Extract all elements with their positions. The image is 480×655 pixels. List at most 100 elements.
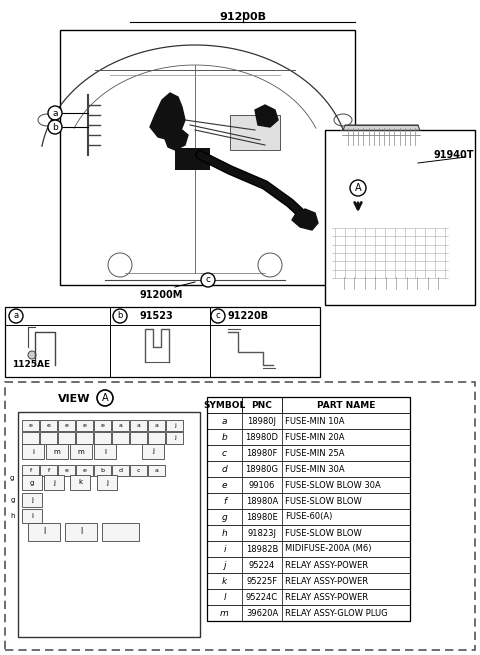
Text: RELAY ASSY-POWER: RELAY ASSY-POWER	[285, 561, 368, 569]
Bar	[94, 420, 111, 431]
Text: 18982B: 18982B	[246, 544, 278, 553]
Bar	[166, 420, 183, 431]
Text: 39620A: 39620A	[246, 608, 278, 618]
Text: j: j	[53, 479, 55, 485]
Bar	[207, 525, 410, 541]
Bar	[130, 420, 147, 431]
Polygon shape	[150, 93, 185, 140]
Bar	[44, 475, 64, 490]
Bar	[148, 432, 165, 444]
Bar	[58, 432, 75, 444]
Text: a: a	[155, 423, 158, 428]
Circle shape	[48, 120, 62, 134]
Text: PNC: PNC	[252, 400, 273, 409]
Text: h: h	[222, 529, 228, 538]
Text: 18980A: 18980A	[246, 496, 278, 506]
Text: FUSE-MIN 25A: FUSE-MIN 25A	[285, 449, 345, 457]
Text: k: k	[78, 479, 83, 485]
Text: A: A	[355, 183, 361, 193]
Text: 95224: 95224	[249, 561, 275, 569]
Polygon shape	[255, 105, 278, 127]
Bar	[207, 541, 410, 557]
Text: e: e	[65, 423, 69, 428]
Bar	[71, 475, 90, 490]
Bar	[76, 432, 93, 444]
Bar	[166, 432, 183, 444]
Text: e: e	[222, 481, 227, 489]
Text: e: e	[83, 423, 86, 428]
Text: c: c	[222, 449, 227, 457]
Text: m: m	[220, 608, 229, 618]
Bar	[102, 523, 139, 541]
Text: g: g	[30, 479, 34, 485]
Bar	[18, 412, 200, 637]
Text: FUSE-SLOW BLOW: FUSE-SLOW BLOW	[285, 496, 362, 506]
Bar	[207, 461, 410, 477]
Bar	[207, 589, 410, 605]
Text: 95224C: 95224C	[246, 593, 278, 601]
Circle shape	[97, 390, 113, 406]
Text: b: b	[117, 312, 123, 320]
Text: 91220B: 91220B	[228, 311, 269, 321]
Text: 91200B: 91200B	[219, 12, 266, 22]
Bar	[207, 397, 410, 621]
Text: a: a	[222, 417, 227, 426]
Bar	[22, 465, 39, 476]
Text: FUSE-SLOW BLOW 30A: FUSE-SLOW BLOW 30A	[285, 481, 381, 489]
Bar	[58, 420, 75, 431]
Polygon shape	[338, 125, 425, 145]
Text: VIEW: VIEW	[58, 394, 90, 404]
Text: 91940T: 91940T	[433, 150, 474, 160]
Text: e: e	[65, 468, 69, 473]
Circle shape	[48, 106, 62, 120]
Bar	[22, 493, 42, 507]
Text: j: j	[174, 436, 175, 441]
Text: h: h	[11, 513, 15, 519]
Text: 18980E: 18980E	[246, 512, 278, 521]
Bar	[148, 465, 165, 476]
Bar	[230, 115, 280, 150]
Text: c: c	[216, 312, 220, 320]
Polygon shape	[165, 130, 188, 150]
Text: 91200M: 91200M	[140, 290, 183, 300]
Bar	[22, 475, 42, 490]
Bar	[97, 475, 117, 490]
Text: i: i	[31, 513, 33, 519]
Bar	[207, 605, 410, 621]
Text: c: c	[137, 468, 140, 473]
Bar	[207, 509, 410, 525]
Text: j: j	[152, 449, 154, 455]
Text: g: g	[10, 475, 14, 481]
Bar	[330, 225, 450, 280]
Bar	[112, 432, 129, 444]
Text: RELAY ASSY-POWER: RELAY ASSY-POWER	[285, 593, 368, 601]
Bar	[22, 509, 42, 523]
Bar	[5, 307, 320, 377]
Bar	[148, 420, 165, 431]
Text: MIDIFUSE-200A (M6): MIDIFUSE-200A (M6)	[285, 544, 372, 553]
Text: FUSE-MIN 10A: FUSE-MIN 10A	[285, 417, 345, 426]
Bar	[22, 432, 39, 444]
Bar	[207, 445, 410, 461]
Bar	[325, 130, 475, 305]
Text: b: b	[52, 122, 58, 132]
Text: 18980F: 18980F	[246, 449, 278, 457]
Text: i: i	[223, 544, 226, 553]
Text: m: m	[78, 449, 84, 455]
Text: 99106: 99106	[249, 481, 275, 489]
Text: FUSE-60(A): FUSE-60(A)	[285, 512, 332, 521]
Text: 18980J: 18980J	[248, 417, 276, 426]
Circle shape	[113, 309, 127, 323]
Circle shape	[9, 309, 23, 323]
Bar	[130, 432, 147, 444]
Bar	[5, 382, 475, 650]
Text: 18980G: 18980G	[245, 464, 278, 474]
Bar	[94, 465, 111, 476]
Bar	[207, 573, 410, 589]
Bar	[207, 557, 410, 573]
Text: a: a	[13, 312, 19, 320]
Bar	[70, 444, 92, 459]
Bar	[40, 432, 57, 444]
Text: j: j	[223, 561, 226, 569]
Bar	[142, 444, 164, 459]
